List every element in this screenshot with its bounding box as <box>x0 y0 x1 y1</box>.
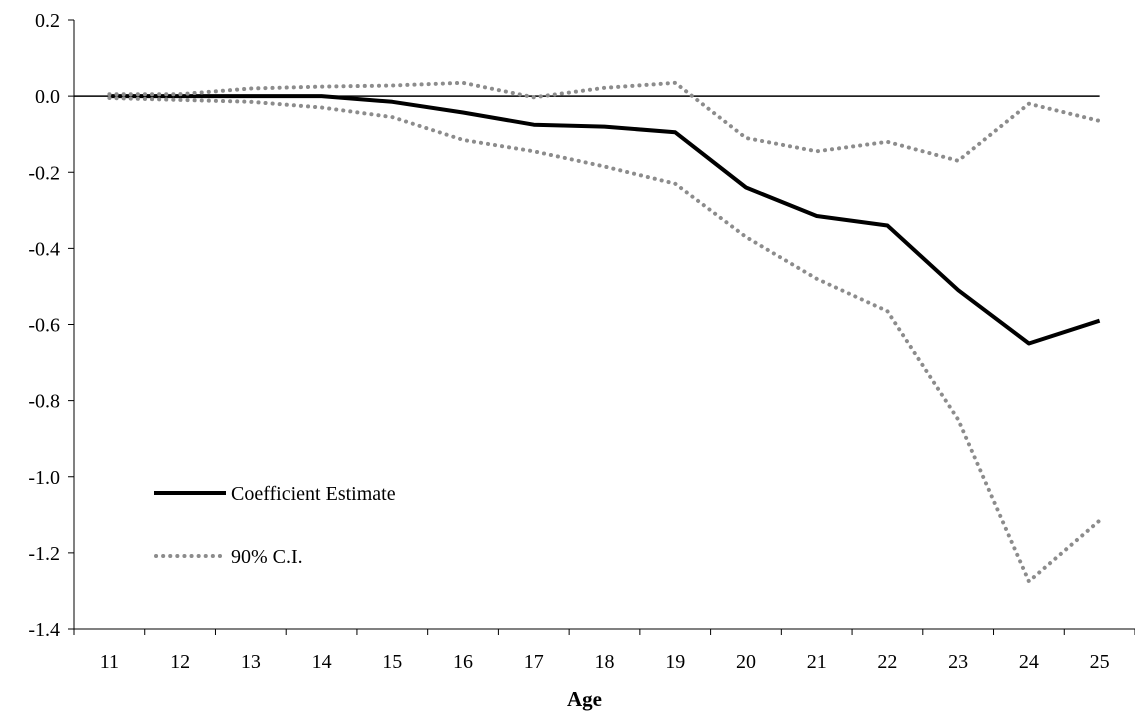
legend-label-coefficient-estimate: Coefficient Estimate <box>231 483 396 505</box>
x-tick-label: 24 <box>1019 651 1039 673</box>
x-tick-label: 12 <box>170 651 190 673</box>
y-tick-label: -1.2 <box>28 543 60 565</box>
series-line-ci-lower <box>107 96 1102 584</box>
x-axis-title: Age <box>567 687 602 711</box>
x-tick-label: 11 <box>100 651 119 673</box>
x-tick-label: 20 <box>736 651 756 673</box>
y-tick-label: -0.8 <box>28 391 60 413</box>
x-tick-label: 19 <box>665 651 685 673</box>
x-tick-label: 18 <box>595 651 615 673</box>
y-tick-label: 0.0 <box>35 86 60 108</box>
y-tick-label: -1.4 <box>28 619 60 641</box>
x-tick-label: 21 <box>807 651 827 673</box>
series-layer <box>107 80 1102 584</box>
x-tick-label: 15 <box>382 651 402 673</box>
series-line-ci-upper <box>107 80 1102 163</box>
x-tick-label: 16 <box>453 651 473 673</box>
x-tick-label: 22 <box>877 651 897 673</box>
axes <box>73 20 1135 630</box>
y-tick-label: -0.6 <box>28 315 60 337</box>
y-tick-label: 0.2 <box>35 10 60 32</box>
x-ticks: 11 12 13 14 15 16 17 18 19 20 21 22 23 24 25 <box>73 629 1135 673</box>
legend: Coefficient Estimate 90% C.I. <box>154 483 396 568</box>
y-tick-label: -1.0 <box>28 467 60 489</box>
x-tick-label: 23 <box>948 651 968 673</box>
y-tick-label: -0.4 <box>28 238 60 260</box>
series-line-coefficient-estimate <box>109 94 1101 346</box>
y-ticks: 0.2 0.0 -0.2 -0.4 -0.6 -0.8 -1.0 -1.2 -1.4 <box>28 10 74 641</box>
x-tick-label: 14 <box>312 651 332 673</box>
x-tick-label: 25 <box>1090 651 1110 673</box>
legend-label-ci: 90% C.I. <box>231 546 303 568</box>
x-tick-label: 17 <box>524 651 544 673</box>
y-tick-label: -0.2 <box>28 162 60 184</box>
x-tick-label: 13 <box>241 651 261 673</box>
